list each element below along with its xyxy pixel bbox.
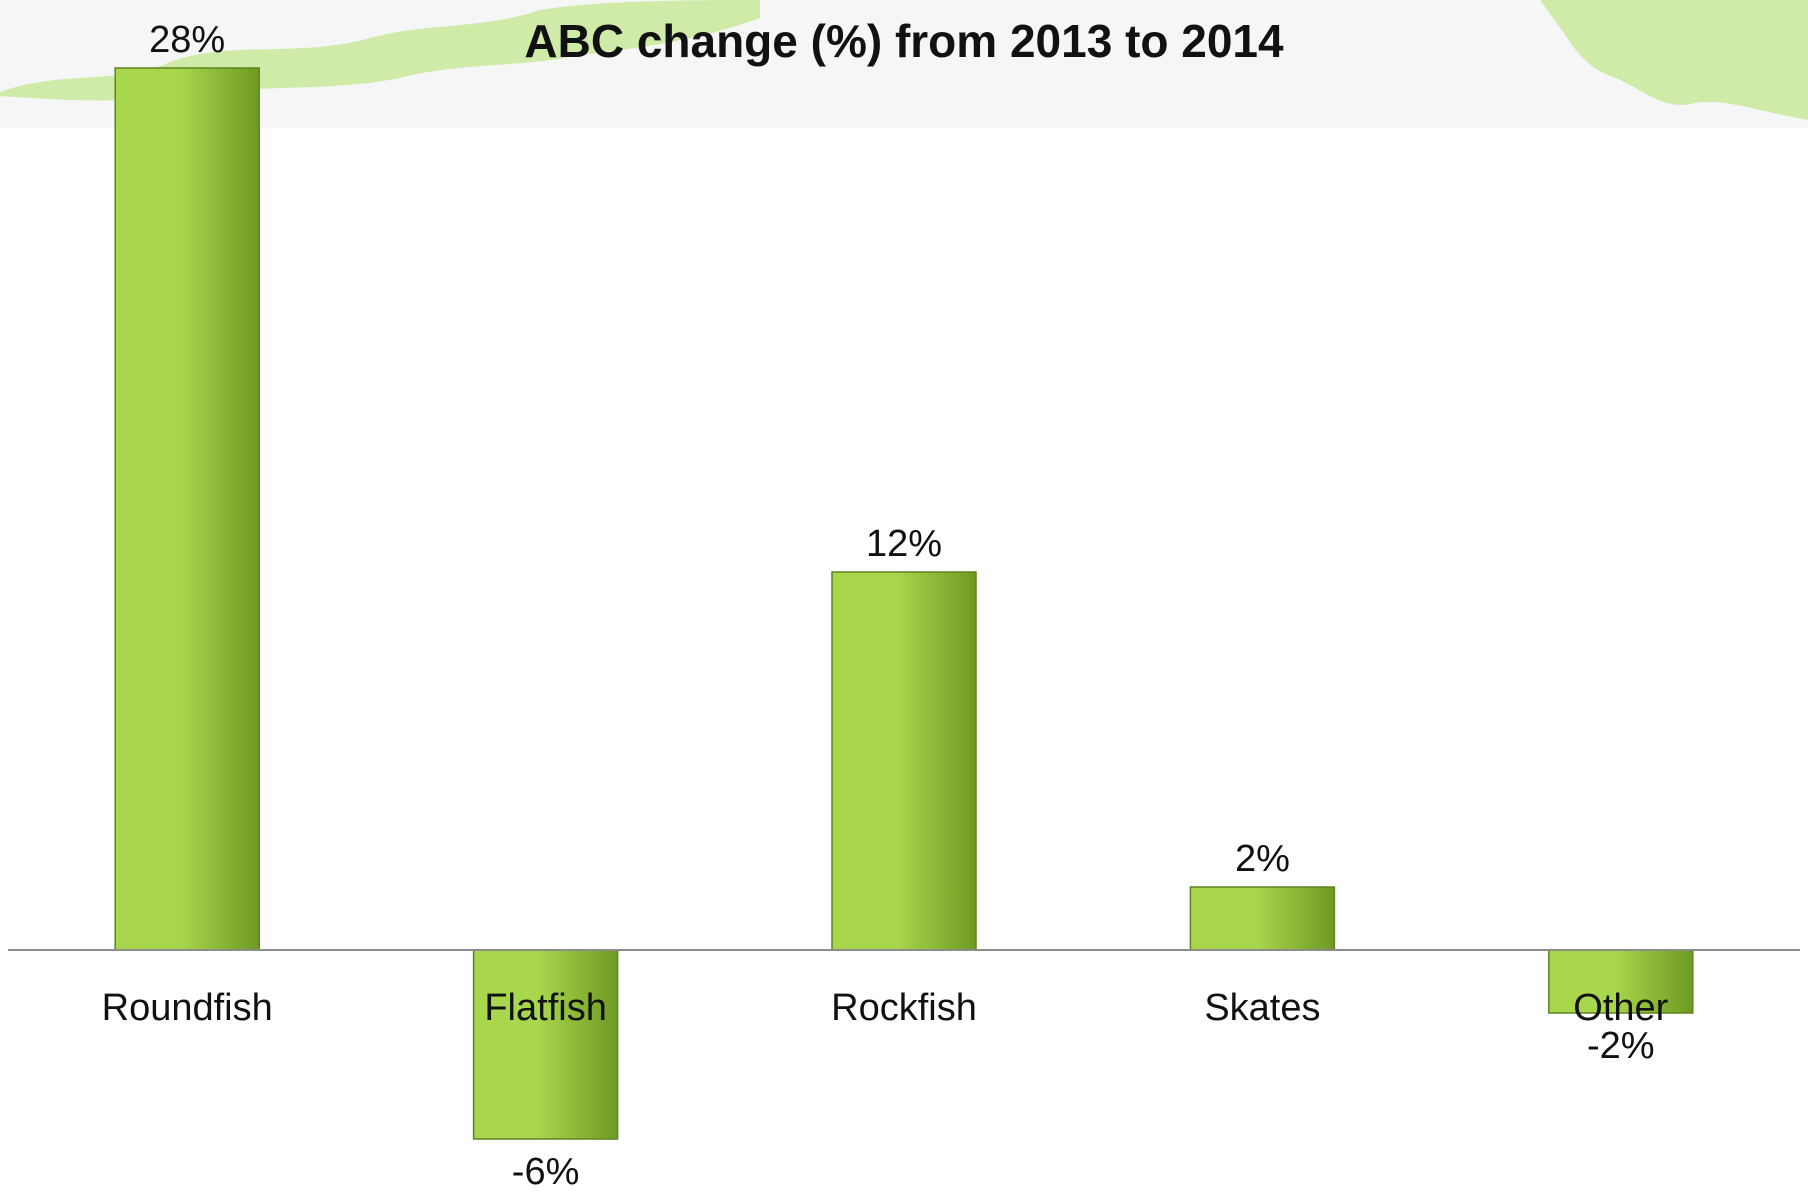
header-banner: [0, 0, 1808, 128]
bars-group: [8, 67, 1800, 1140]
bar-rockfish: [831, 571, 977, 951]
category-label: Roundfish: [102, 987, 273, 1029]
chart-title: ABC change (%) from 2013 to 2014: [524, 15, 1284, 67]
data-label: -2%: [1587, 1025, 1655, 1067]
bar-flatfish: [472, 949, 619, 1140]
category-label: Other: [1573, 987, 1668, 1029]
data-label: 12%: [866, 523, 942, 565]
bar-skates: [1189, 886, 1336, 951]
category-label: Flatfish: [484, 987, 606, 1029]
data-label: 28%: [149, 19, 225, 61]
bar-roundfish: [114, 67, 260, 951]
labels-group: 28% Roundfish -6% Flatfish 12% Rockfish 2% Skat…: [102, 19, 1669, 1193]
data-label: -6%: [512, 1151, 580, 1193]
category-label: Skates: [1204, 987, 1320, 1029]
bar-other: [1548, 949, 1694, 1014]
category-label: Rockfish: [831, 987, 977, 1029]
data-label: 2%: [1235, 838, 1290, 880]
decorative-map-shape: [1540, 0, 1808, 120]
